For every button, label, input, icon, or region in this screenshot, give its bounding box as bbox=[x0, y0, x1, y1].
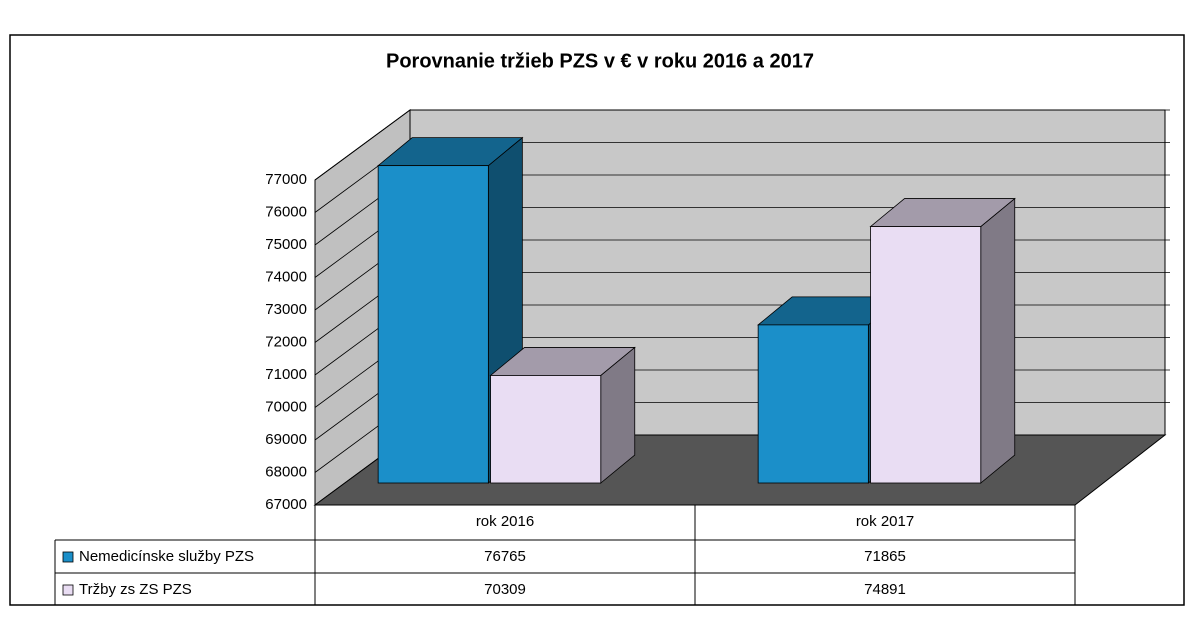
y-tick-label: 67000 bbox=[265, 496, 307, 513]
bar bbox=[757, 324, 869, 484]
bar bbox=[870, 226, 982, 484]
y-tick-label: 69000 bbox=[265, 431, 307, 448]
y-tick-label: 70000 bbox=[265, 398, 307, 415]
y-tick-label: 68000 bbox=[265, 463, 307, 480]
y-tick-label: 73000 bbox=[265, 301, 307, 318]
y-tick-label: 72000 bbox=[265, 333, 307, 350]
data-table bbox=[54, 505, 1076, 606]
table-value: 74891 bbox=[864, 581, 906, 598]
chart-title: Porovnanie tržieb PZS v € v roku 2016 a … bbox=[386, 50, 814, 72]
legend-key bbox=[62, 551, 74, 563]
legend-label: Nemedicínske služby PZS bbox=[79, 548, 254, 565]
bar bbox=[377, 165, 489, 484]
table-value: 76765 bbox=[484, 548, 526, 565]
bar-side bbox=[980, 197, 1016, 484]
grid-line bbox=[314, 109, 1170, 181]
x-tick-label: rok 2017 bbox=[856, 513, 914, 530]
table-value: 70309 bbox=[484, 581, 526, 598]
table-value: 71865 bbox=[864, 548, 906, 565]
y-tick-label: 77000 bbox=[265, 171, 307, 188]
y-tick-label: 71000 bbox=[265, 366, 307, 383]
legend-key bbox=[62, 584, 74, 596]
x-tick-label: rok 2016 bbox=[476, 513, 534, 530]
y-tick-label: 74000 bbox=[265, 268, 307, 285]
bar bbox=[490, 375, 602, 484]
y-tick-label: 75000 bbox=[265, 236, 307, 253]
legend-label: Tržby zs ZS PZS bbox=[79, 581, 192, 598]
y-tick-label: 76000 bbox=[265, 203, 307, 220]
